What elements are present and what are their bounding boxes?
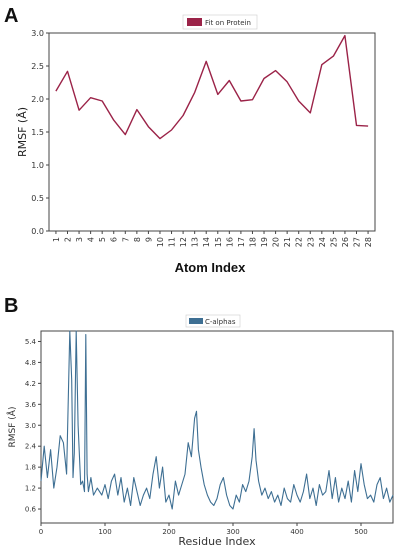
panel-a-y-tick-label: 2.0 [31,95,44,104]
panel-a-x-tick-label: 10 [156,237,165,247]
panel-b-x-tick-label: 500 [354,528,367,536]
panel-a-x-tick-label: 1 [52,237,61,242]
panel-b-y-axis-label: RMSF (Å) [6,407,18,448]
panel-b-legend: C-alphas [185,314,241,328]
panel-b-y-tick-label: 1.8 [25,464,36,472]
legend-swatch-c-alphas [189,318,203,324]
panel-b-y-tick-label: 4.2 [25,380,36,388]
panel-a-x-tick-label: 7 [121,237,130,242]
panel-b: B 0.6 1.2 1.8 2.4 3.0 3.6 4.2 4.8 5.4 0 100 200 300 4… [4,295,394,548]
panel-a-x-tick-label: 21 [283,237,292,247]
panel-a-y-tick-label: 3.0 [31,29,44,38]
panel-a-x-tick-label: 18 [248,237,257,247]
legend-label-fit-on-protein: Fit on Protein [205,19,251,27]
panel-a-x-tick-label: 28 [364,237,373,247]
panel-a-x-tick-label: 3 [75,237,84,242]
panel-a: A 0.00.51.01.52.02.53.0 1 2 3 4 5 6 7 8 9 10 11 12 1… [4,5,376,275]
panel-b-y-tick-label: 5.4 [25,338,37,346]
panel-a-x-tick-label: 26 [341,237,350,247]
panel-a-x-tick-label: 14 [202,237,211,247]
panel-a-x-tick-label: 15 [214,237,223,247]
panel-a-x-tick-label: 20 [272,237,281,247]
panel-b-x-tick-label: 200 [162,528,175,536]
panel-a-x-tick-label: 5 [98,237,107,242]
panel-b-y-tick-label: 3.0 [25,422,36,430]
panel-a-x-tick-label: 8 [133,237,142,242]
panel-b-x-tick-label: 100 [98,528,111,536]
panel-a-x-axis-label: Atom Index [175,260,247,275]
panel-a-x-tick-label: 13 [191,237,200,247]
series-line-c-alphas [40,330,394,510]
panel-a-x-tick-label: 17 [237,237,246,247]
panel-a-x-tick-label: 23 [306,237,315,247]
legend-label-c-alphas: C-alphas [205,318,236,326]
panel-a-y-tick-label: 2.5 [31,62,44,71]
panel-a-y-tick-label: 1.0 [31,161,44,170]
panel-b-y-tick-label: 1.2 [25,485,36,493]
panel-a-x-tick-label: 19 [260,237,269,247]
panel-a-x-tick-label: 6 [110,237,119,242]
panel-a-x-tick-label: 2 [63,237,72,242]
panel-a-x-tick-label: 25 [329,237,338,247]
panel-a-x-tick-label: 9 [144,237,153,242]
panel-a-y-tick-label: 0.0 [31,227,44,236]
panel-a-x-tick-label: 4 [87,237,96,242]
panel-b-y-tick-label: 3.6 [25,401,37,409]
panel-b-x-axis-label: Residue Index [178,535,256,548]
panel-a-axes [48,32,376,232]
panel-a-x-tick-label: 12 [179,237,188,247]
panel-b-x-tick-label: 300 [226,528,239,536]
panel-b-y-tick-label: 2.4 [25,443,37,451]
panel-a-label: A [4,5,18,27]
panel-b-y-tick-label: 4.8 [25,359,36,367]
panel-b-x-tick-label: 400 [290,528,303,536]
panel-a-y-tick-label: 1.5 [31,128,44,137]
panel-a-x-tick-label: 24 [318,237,327,247]
panel-a-x-tick-label: 16 [225,237,234,247]
legend-swatch-fit-on-protein [187,18,202,26]
panel-a-x-tick-label: 11 [168,237,177,247]
series-line-fit-on-protein [55,34,369,140]
panel-a-y-axis-label: RMSF (Å) [16,107,29,157]
panel-b-y-tick-label: 0.6 [25,506,37,514]
panel-b-label: B [4,295,18,317]
panel-a-legend: Fit on Protein [182,14,258,30]
panel-a-y-tick-label: 0.5 [31,194,44,203]
panel-a-x-tick-label: 27 [353,237,362,247]
panel-a-x-tick-label: 22 [295,237,304,247]
panel-b-x-tick-label: 0 [39,528,43,536]
panel-b-axes [40,330,394,524]
